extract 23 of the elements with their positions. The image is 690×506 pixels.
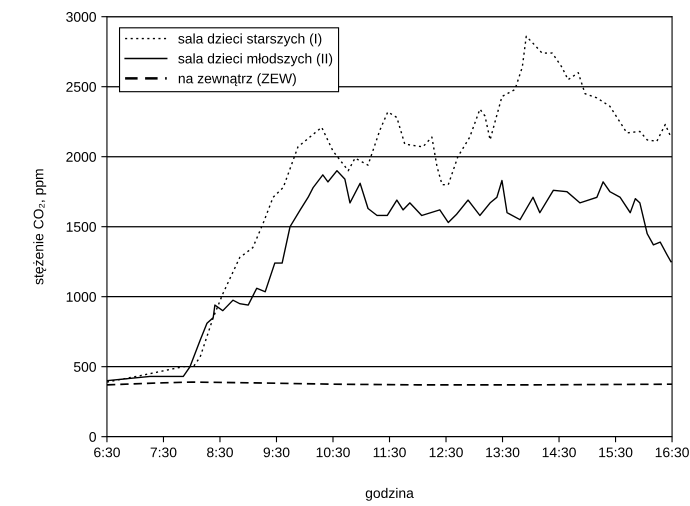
y-tick-label: 1000 <box>66 292 96 302</box>
y-tick-label: 3000 <box>66 12 96 22</box>
x-tick-label: 14:30 <box>542 447 576 458</box>
y-tick-label: 0 <box>89 432 96 442</box>
legend-label: sala dzieci starszych (I) <box>178 33 322 46</box>
legend-label: sala dzieci młodszych (II) <box>178 53 332 66</box>
x-tick-label: 6:30 <box>94 447 120 458</box>
x-tick-label: 9:30 <box>264 447 290 458</box>
x-tick-label: 12:30 <box>430 447 463 458</box>
legend-label: na zewnątrz (ZEW) <box>178 73 296 86</box>
x-tick-label: 15:30 <box>599 447 632 458</box>
x-tick-label: 11:30 <box>374 447 406 458</box>
y-axis-title: stężenie CO₂, ppm <box>33 169 46 285</box>
y-tick-label: 1500 <box>66 222 96 232</box>
x-tick-label: 16:30 <box>656 447 689 458</box>
x-tick-label: 7:30 <box>150 447 176 458</box>
x-tick-label: 10:30 <box>316 447 350 458</box>
y-tick-label: 2000 <box>66 152 96 162</box>
y-tick-label: 2500 <box>66 82 96 92</box>
x-tick-label: 8:30 <box>207 447 233 458</box>
x-axis-title: godzina <box>366 488 414 501</box>
y-tick-label: 500 <box>74 362 96 372</box>
x-tick-label: 13:30 <box>486 447 520 458</box>
